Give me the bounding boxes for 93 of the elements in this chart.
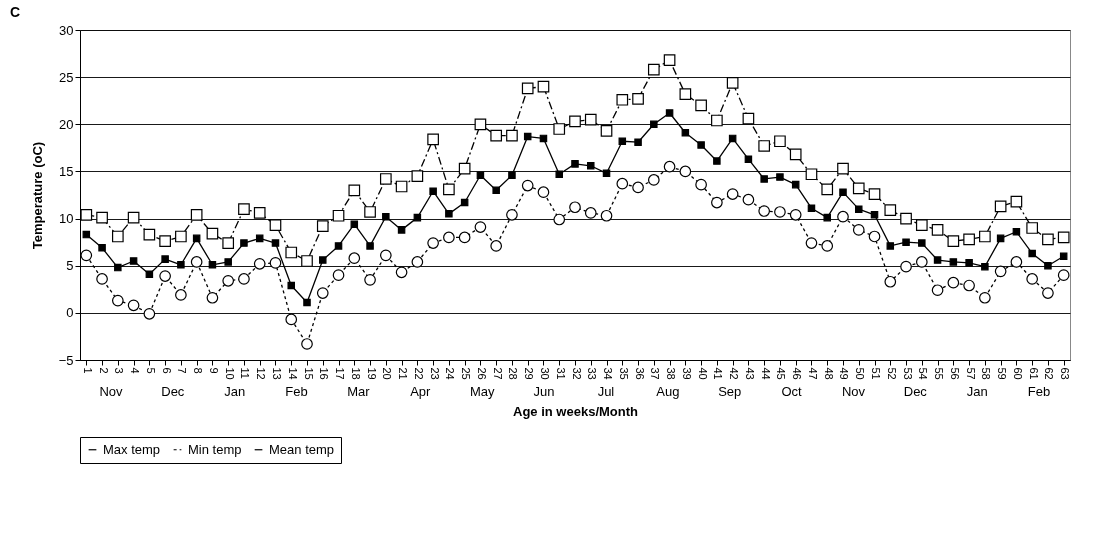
y-tick-label: 25 [59,69,74,85]
text: Dec [903,384,928,399]
x-tick-label: 57 [964,367,977,380]
x-tick-label: 46 [791,367,804,380]
x-tick-label: 48 [822,367,835,380]
x-tick-label: 61 [1027,367,1040,380]
x-tick-label: 44 [759,367,772,380]
x-tick-label: 20 [381,367,394,380]
x-tick-label: 34 [602,367,615,380]
y-tick-label: 0 [66,305,74,321]
y-tick-label: 5 [66,258,74,274]
x-tick-label: 54 [917,367,930,380]
x-tick-label: 37 [649,367,662,380]
x-tick-label: 42 [728,367,741,380]
x-tick-label: 31 [554,367,567,380]
x-tick-label: 33 [586,367,599,380]
x-tick-label: 13 [270,367,283,380]
legend-label: Min temp [188,441,242,457]
x-tick-label: 56 [948,367,961,380]
x-tick-label: 40 [696,367,709,380]
x-tick-label: 2 [97,367,110,374]
x-tick-label: 7 [176,367,189,374]
y-tick-label: 15 [59,163,74,179]
text: Mar [347,384,371,399]
text: Feb [1027,384,1051,399]
x-tick-label: 29 [523,367,536,380]
x-tick-label: 39 [680,367,693,380]
x-tick-label: 15 [302,367,315,380]
x-tick-label: 21 [397,367,410,380]
text: Jun [533,384,555,399]
legend-label: Mean temp [269,441,335,457]
y-tick-label: 30 [59,22,74,38]
x-tick-label: 38 [665,367,678,380]
x-tick-label: 51 [870,367,883,380]
text: Jan [966,384,988,399]
x-tick-label: 18 [349,367,362,380]
x-axis-title: Age in weeks/Month [513,403,639,419]
x-tick-label: 26 [475,367,488,380]
x-tick-label: 12 [255,367,268,380]
x-tick-label: 50 [854,367,867,380]
text: Dec [161,384,185,399]
x-tick-label: 27 [491,367,504,380]
x-tick-label: 1 [81,367,94,374]
x-tick-label: 5 [144,367,157,374]
x-tick-label: 17 [334,367,347,380]
x-tick-label: 11 [239,367,252,379]
text: Jul [597,384,615,399]
x-tick-label: 55 [933,367,946,380]
x-tick-label: 28 [507,367,520,380]
x-tick-label: 59 [996,367,1009,380]
y-tick-label: 10 [59,211,74,227]
text: Sep [718,384,742,399]
x-tick-label: 35 [617,367,630,380]
text: May [469,384,495,399]
x-tick-label: 63 [1059,367,1072,380]
x-tick-label: 16 [318,367,331,380]
x-tick-label: 3 [113,367,126,374]
text: Oct [781,384,803,399]
chart-title: C [10,4,21,20]
x-tick-label: 43 [743,367,756,380]
x-tick-label: 14 [286,367,299,380]
x-tick-label: 53 [901,367,914,380]
x-tick-label: 45 [775,367,788,380]
y-tick-label: 20 [59,116,74,132]
text: Jan [224,384,246,399]
x-tick-label: 22 [412,367,425,380]
x-tick-label: 10 [223,367,236,380]
x-tick-label: 9 [207,367,220,374]
x-tick-label: 30 [538,367,551,380]
text: Apr [410,384,432,399]
x-tick-label: 60 [1011,367,1024,380]
text: Feb [285,384,308,399]
text: Nov [99,384,123,399]
x-tick-label: 41 [712,367,725,380]
x-tick-label: 36 [633,367,646,380]
y-axis-title: Temperature (oC) [29,141,45,250]
y-tick-label: −5 [58,352,74,368]
x-tick-label: 47 [806,367,819,380]
x-tick-label: 23 [428,367,441,380]
x-tick-label: 24 [444,367,457,380]
x-tick-label: 32 [570,367,583,380]
text: Nov [841,384,866,399]
legend-label: Max temp [103,441,161,457]
x-tick-label: 4 [129,367,142,374]
x-tick-label: 25 [460,367,473,380]
text: Aug [656,384,680,399]
x-tick-label: 52 [885,367,898,380]
x-tick-label: 6 [160,367,173,374]
x-tick-label: 8 [192,367,205,374]
x-tick-label: 62 [1043,367,1056,380]
x-tick-label: 58 [980,367,993,380]
x-tick-label: 49 [838,367,851,380]
x-tick-label: 19 [365,367,378,380]
